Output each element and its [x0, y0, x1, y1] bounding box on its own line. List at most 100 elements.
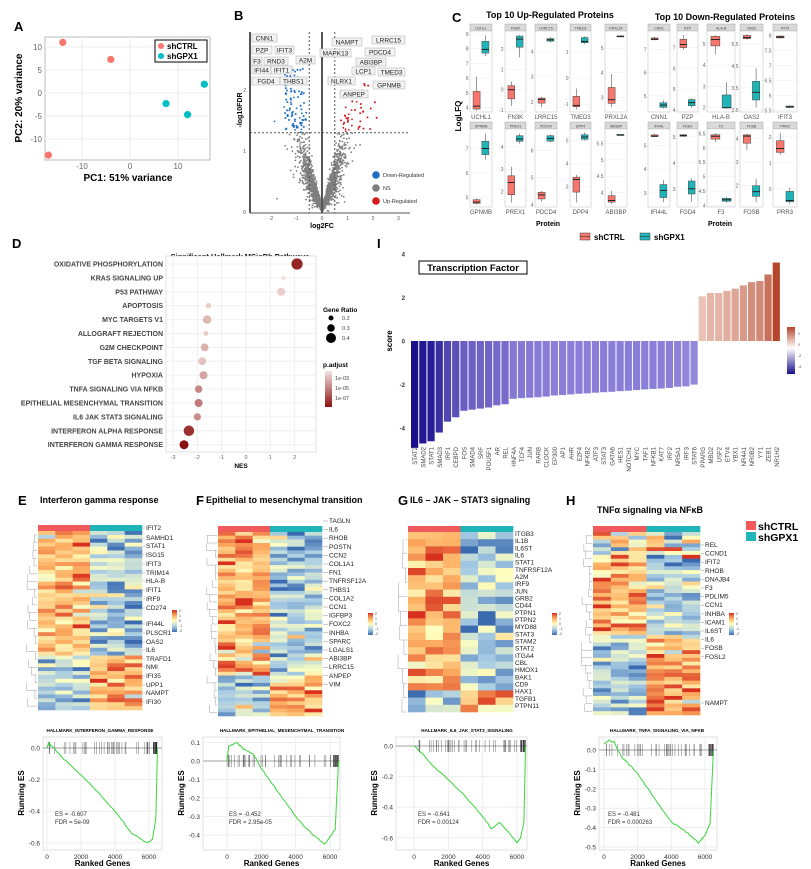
color-legend-bar [325, 371, 332, 407]
bar-NFKB2 [583, 341, 591, 394]
y-tick-label: 5 [531, 175, 534, 181]
volcano-point-down [300, 91, 303, 94]
x-tick-label: -3 [171, 455, 176, 461]
column-annotation-shGPX1 [107, 525, 125, 531]
x-tick-label: NR0B2 [750, 446, 756, 466]
heatmap-cell [682, 684, 701, 689]
heatmap-cell [628, 627, 647, 632]
row-label: ABI3BP [329, 656, 352, 663]
volcano-point [335, 190, 337, 193]
heatmap-cell [646, 573, 665, 579]
volcano-point [332, 155, 335, 158]
volcano-point [336, 170, 339, 173]
heatmap-cell [460, 625, 479, 634]
heatmap-cell [593, 650, 612, 655]
heatmap-cell [425, 661, 444, 670]
heatmap-cell [235, 638, 253, 643]
y-tick-label: 0 [38, 89, 43, 98]
heatmap-cell [593, 532, 612, 537]
y-tick-label: 5.5 [765, 109, 772, 115]
volcano-point [288, 133, 291, 136]
y-tick-label: -0.1 [189, 777, 201, 784]
heatmap-cell [270, 627, 288, 632]
volcano-point-down [298, 90, 301, 93]
heatmap-cell [287, 543, 305, 548]
heatmap-cell [287, 675, 305, 680]
bar-JUN [526, 341, 534, 398]
heatmap-cell [682, 695, 701, 701]
x-tick-label: TMED3 [570, 115, 591, 121]
y-tick-label: -0.6 [29, 840, 41, 847]
color-scale-label: -1 [736, 627, 739, 631]
legend-swatch [372, 184, 380, 192]
volcano-point [339, 164, 342, 167]
volcano-point [301, 166, 304, 169]
x-axis-label: PC1: 51% variance [84, 173, 173, 184]
heatmap-cell [610, 661, 629, 666]
heatmap-cell [610, 585, 629, 590]
heatmap-cell [55, 636, 73, 641]
bar-SRF [476, 341, 484, 409]
heatmap-cell [443, 690, 461, 698]
heatmap-cell [38, 538, 56, 543]
heatmap-cell [682, 585, 701, 590]
y-tick-label: -10 [30, 135, 42, 144]
volcano-point [294, 152, 297, 155]
heatmap-cell [235, 708, 253, 713]
volcano-point [302, 174, 304, 177]
heatmap-cell [38, 554, 56, 559]
volcano-point [301, 133, 304, 135]
volcano-point [306, 185, 308, 188]
heatmap-cell [682, 638, 701, 643]
heatmap-cell [270, 554, 288, 559]
x-tick-label: 6000 [142, 854, 157, 861]
y-tick-label: 6 [531, 149, 534, 155]
row-label: GRB2 [515, 596, 533, 603]
volcano-point [338, 179, 341, 182]
heatmap-cell [408, 647, 426, 655]
panel-label-e: E [18, 493, 27, 508]
heatmap-cell [55, 674, 73, 680]
row-label: RHOB [705, 568, 724, 575]
x-tick-label: PRR3 [777, 210, 794, 216]
heatmap-cell [443, 654, 461, 662]
bar-STAT1 [427, 341, 435, 442]
volcano-point [311, 180, 313, 183]
heatmap-cell [443, 683, 461, 691]
color-scale-label: 1 [179, 614, 181, 618]
heatmap-cell [252, 664, 271, 669]
y-tick-label: 5 [703, 175, 706, 181]
heatmap-cell [495, 690, 514, 698]
x-tick-label: NR4A1 [742, 446, 748, 466]
heatmap-cell [610, 634, 629, 640]
y-tick-label: 0.0 [587, 748, 596, 755]
heatmap-cell [252, 708, 271, 713]
x-tick-label: IRF3 [684, 446, 690, 460]
heatmap-cell [270, 631, 288, 636]
heatmap-cell [682, 543, 701, 548]
heatmap-cell [252, 594, 271, 599]
x-axis-label: NES [234, 463, 248, 470]
heatmap-cell [38, 546, 56, 551]
row-label: STAT2 [515, 646, 535, 653]
volcano-point [298, 178, 301, 180]
volcano-point [304, 143, 307, 146]
volcano-point [305, 169, 308, 172]
volcano-point [328, 199, 331, 202]
legend-swatch [372, 197, 380, 205]
heatmap-cell [628, 684, 647, 689]
volcano-point [339, 154, 342, 157]
heatmap-cell [425, 560, 444, 569]
y-tick-label: 3 [644, 191, 647, 197]
color-scale-label: -2 [375, 632, 378, 636]
heatmap-cell [124, 573, 143, 578]
volcano-point [331, 182, 334, 184]
heatmap-cell [252, 712, 271, 717]
volcano-point [336, 159, 339, 161]
boxplot-panel: Top 10 Up-Regulated Proteins Top 10 Down-… [454, 10, 798, 242]
volcano-point-down [286, 101, 289, 104]
y-tick-label: 7 [466, 61, 469, 67]
volcano-point [303, 168, 306, 171]
